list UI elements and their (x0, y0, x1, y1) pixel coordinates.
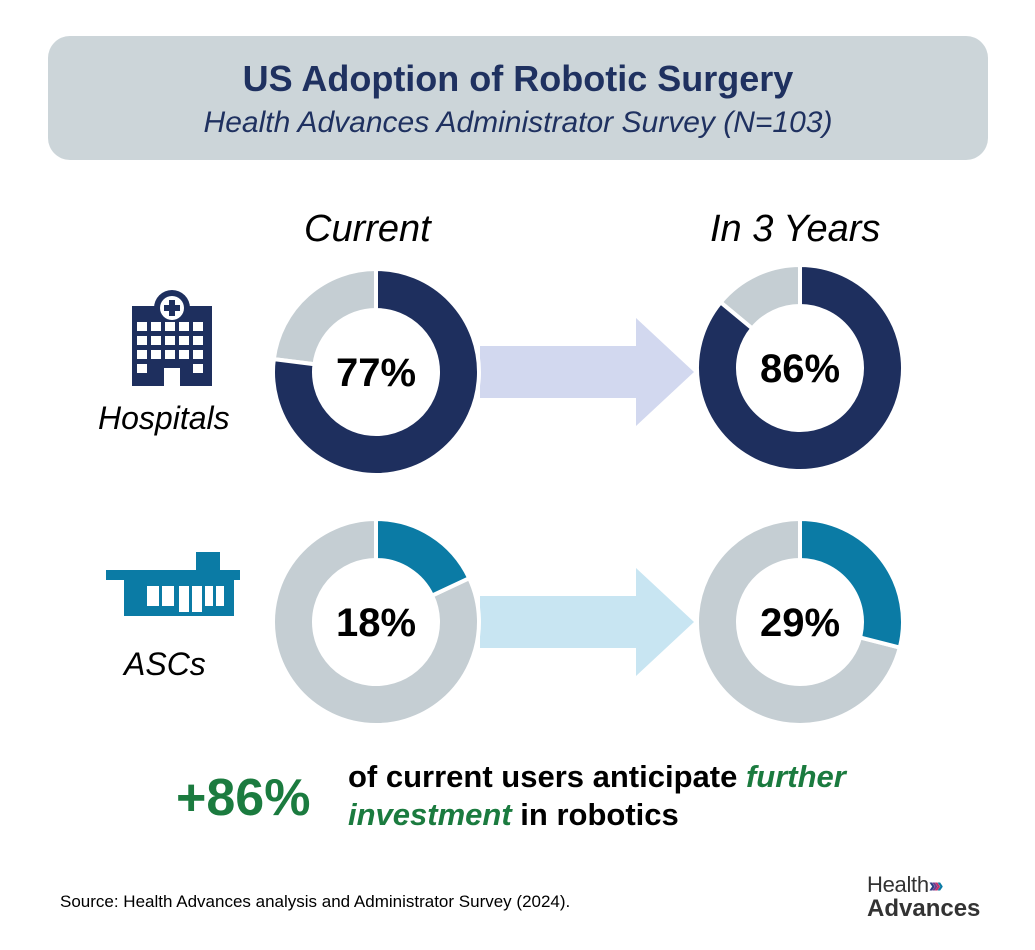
column-header-current: Current (304, 208, 431, 250)
slice-adopted-ascs-current (374, 516, 472, 599)
note-emphasis-1: further (745, 759, 846, 794)
donut-ascs-current: 18% (271, 516, 481, 727)
hospital-icon (132, 290, 212, 386)
data-label-hospitals-in-3-years: 86% (760, 347, 840, 391)
slice-remainder-ascs-in-3-years (695, 516, 903, 727)
slice-adopted-hospitals-in-3-years (695, 262, 905, 473)
note-text-before: of current users anticipate (348, 759, 738, 794)
slice-remainder-hospitals-current (271, 266, 378, 367)
asc-trend-arrow (480, 568, 694, 676)
slice-adopted-ascs-in-3-years (798, 516, 905, 651)
chart-subtitle: Health Advances Administrator Survey (N=… (203, 106, 833, 139)
data-label-hospitals-current: 77% (336, 351, 416, 395)
source-footnote: Source: Health Advances analysis and Adm… (60, 892, 571, 911)
slice-remainder-ascs-current (271, 516, 481, 727)
health-advances-logo: Health›››› Advances (867, 872, 997, 923)
row-label-ascs: ASCs (124, 646, 206, 682)
logo-text-health: Health›››› (867, 872, 943, 897)
asc-building-icon (106, 552, 240, 616)
investment-note: of current users anticipate further inve… (348, 758, 948, 834)
logo-chevrons-icon: ›››› (928, 875, 943, 897)
slice-adopted-hospitals-current (271, 266, 481, 477)
note-emphasis-2: investment (348, 797, 512, 832)
note-text-after: in robotics (520, 797, 679, 832)
title-banner: US Adoption of Robotic Surgery Health Ad… (48, 36, 988, 160)
donut-hospitals-current: 77% (271, 266, 481, 477)
investment-percentage: +86% (176, 769, 311, 827)
donut-ascs-in-3-years: 29% (695, 516, 905, 727)
logo-text-advances: Advances (867, 895, 981, 922)
column-header-future: In 3 Years (710, 208, 881, 250)
donut-hospitals-in-3-years: 86% (695, 262, 905, 473)
data-label-ascs-in-3-years: 29% (760, 601, 840, 645)
hospital-trend-arrow (480, 318, 694, 426)
chart-title: US Adoption of Robotic Surgery (242, 58, 794, 99)
row-label-hospitals: Hospitals (98, 400, 230, 436)
data-label-ascs-current: 18% (336, 601, 416, 645)
